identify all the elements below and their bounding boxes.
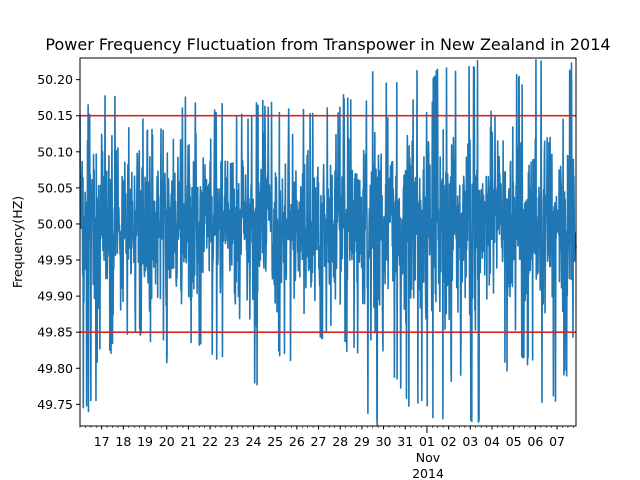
y-axis: 49.75 49.80 49.85 49.90 49.95 50.00 50.05 50.10… [37, 72, 80, 412]
y-tick-label: 49.75 [37, 397, 73, 412]
x-tick-label: 23 [224, 434, 240, 449]
x-tick-label: 17 [94, 434, 110, 449]
y-axis-label: Frequency(HZ) [10, 196, 25, 288]
y-tick-label: 50.00 [37, 216, 73, 231]
reference-lines [80, 114, 576, 333]
y-tick-label: 49.90 [37, 289, 73, 304]
series-frequency [79, 59, 577, 427]
x-tick-label: 27 [311, 434, 327, 449]
y-tick-label: 50.10 [37, 144, 73, 159]
y-tick-label: 49.95 [37, 253, 73, 268]
x-tick-label: 04 [484, 434, 500, 449]
y-tick-label: 50.15 [37, 108, 73, 123]
x-month-label: Nov [416, 450, 441, 465]
x-tick-label: 22 [202, 434, 218, 449]
x-tick-label: 25 [267, 434, 283, 449]
y-tick-label: 49.80 [37, 361, 73, 376]
y-tick-label: 50.05 [37, 180, 73, 195]
x-year-label: 2014 [412, 466, 444, 480]
x-tick-label: 21 [180, 434, 196, 449]
x-tick-label: 20 [159, 434, 175, 449]
x-tick-label: 01 [419, 434, 435, 449]
x-tick-label: 03 [462, 434, 478, 449]
x-tick-label: 29 [354, 434, 370, 449]
x-tick-label: 06 [527, 434, 543, 449]
x-tick-label: 07 [549, 434, 565, 449]
x-axis: 17 18 19 20 21 22 23 24 25 26 27 28 29 30 31 01 02 03 04 05… [79, 426, 574, 449]
x-tick-label: 31 [397, 434, 413, 449]
x-tick-label: 30 [376, 434, 392, 449]
x-tick-label: 18 [115, 434, 131, 449]
y-tick-label: 49.85 [37, 325, 73, 340]
plot-frame [79, 57, 577, 427]
chart-title: Power Frequency Fluctuation from Transpo… [45, 35, 610, 54]
y-tick-label: 50.20 [37, 72, 73, 87]
series-line [79, 59, 577, 427]
x-tick-label: 19 [137, 434, 153, 449]
plot-area [79, 57, 577, 427]
x-tick-label: 05 [506, 434, 522, 449]
x-tick-label: 02 [441, 434, 457, 449]
x-tick-label: 24 [246, 434, 262, 449]
x-tick-label: 26 [289, 434, 305, 449]
x-tick-label: 28 [332, 434, 348, 449]
